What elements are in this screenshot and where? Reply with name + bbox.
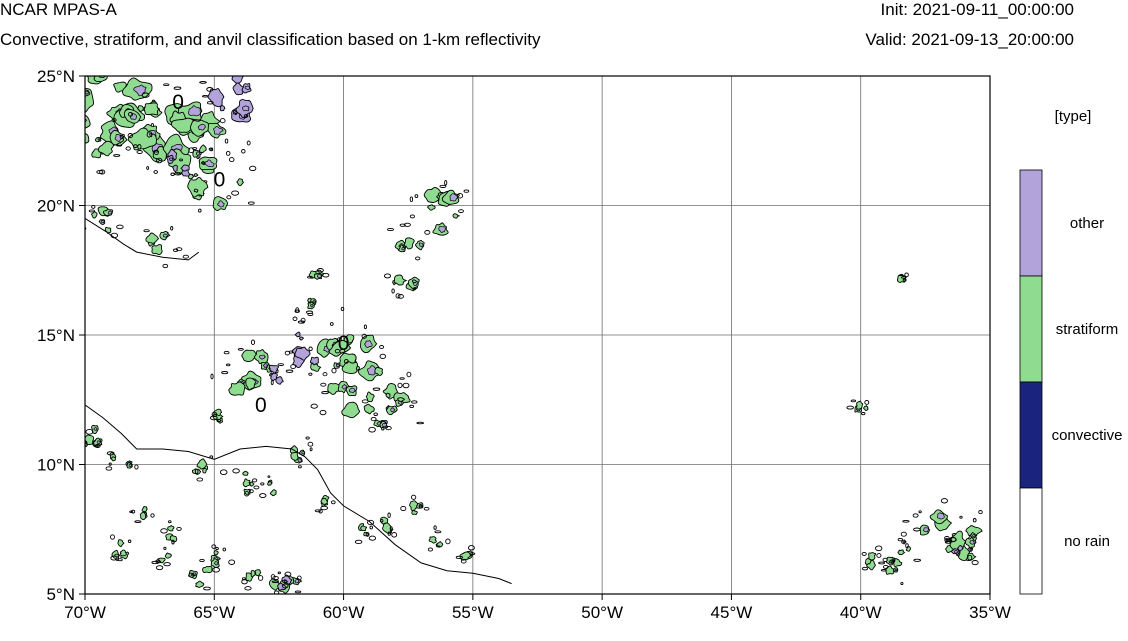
precip-cell-stratiform [85,204,124,239]
precip-cell-stratiform [307,268,330,280]
coastline [85,217,512,585]
colorbar-label: other [1070,215,1104,232]
y-tick-label: 15°N [37,326,75,345]
colorbar-label: convective [1052,427,1123,444]
precip-cell-stratiform [861,551,886,571]
precip-cell-stratiform [209,408,224,424]
y-tick-label: 25°N [37,67,75,86]
precip-cell-stratiform [151,546,172,571]
colorbar: [type] other stratiform convective no rain [1019,108,1123,595]
plot-title: NCAR MPAS-A [0,0,117,19]
x-tick-label: 65°W [193,603,235,622]
colorbar-swatch [1019,169,1043,277]
x-axis: 70°W 65°W 60°W 55°W 50°W 45°W 40°W 35°W [64,594,1011,622]
precip-cell-stratiform [210,544,236,568]
x-tick-label: 35°W [969,603,1011,622]
y-tick-label: 10°N [37,456,75,475]
y-tick-label: 5°N [46,585,75,604]
precip-cell-stratiform [110,534,132,562]
precip-cells [85,76,983,594]
colorbar-swatch [1019,381,1043,489]
x-tick-label: 70°W [64,603,106,622]
precip-cell-stratiform [400,494,430,515]
contour-label: 0 [255,394,267,417]
precip-cell-stratiform [179,138,257,213]
y-axis: 25°N 20°N 15°N 10°N 5°N [37,67,85,604]
x-tick-label: 50°W [581,603,623,622]
x-tick-label: 45°W [711,603,753,622]
y-tick-label: 20°N [37,197,75,216]
precip-cell-stratiform [105,451,139,471]
x-tick-label: 60°W [323,603,365,622]
precip-cell-stratiform [944,510,983,562]
x-tick-label: 55°W [452,603,494,622]
precip-cell-stratiform [310,348,415,419]
valid-time: Valid: 2021-09-13_20:00:00 [865,30,1074,49]
precip-cell-stratiform [379,512,398,538]
precip-cell-stratiform [191,455,228,482]
x-tick-label: 40°W [840,603,882,622]
precip-cell-stratiform [85,118,133,175]
precip-cell-stratiform [880,557,904,586]
precip-cell-stratiform [846,399,870,416]
init-time: Init: 2021-09-11_00:00:00 [880,0,1074,19]
precip-cell-stratiform [294,297,317,316]
precip-cell-stratiform [354,519,377,545]
precip-cell-stratiform [387,214,431,261]
precip-cell-stratiform [160,520,182,545]
precip-cell-stratiform [188,558,220,591]
precip-cell-stratiform [143,226,189,269]
precip-cell-other [288,316,346,376]
precip-cell-stratiform [289,436,314,469]
colorbar-swatch [1019,487,1043,595]
colorbar-label: no rain [1064,533,1110,550]
precip-cell-stratiform [427,525,451,552]
precip-cell-stratiform [900,498,963,554]
precip-cell-stratiform [370,412,392,431]
plot-subtitle: Convective, stratiform, and anvil classi… [0,30,541,49]
precip-cell-other [201,76,254,123]
contour-label: 0 [172,91,184,114]
precip-cell-stratiform [232,468,258,497]
precip-cell-stratiform [253,475,277,499]
precip-cell-stratiform [284,306,385,395]
coastline-segment [85,217,200,261]
precip-cell-other [270,571,293,591]
precip-cell-stratiform [409,180,470,236]
contour-labels: 0 0 0 0 [172,91,349,417]
colorbar-swatch [1019,275,1043,383]
precip-cell-stratiform [241,569,264,591]
precip-cell-stratiform [361,371,425,433]
colorbar-label: stratiform [1056,321,1119,338]
precip-cell-other [948,536,979,566]
contour-label: 0 [338,332,350,355]
precip-cell-other [268,363,296,386]
precip-cell-stratiform [314,494,336,514]
precip-cell-stratiform [129,506,155,523]
precip-cell-stratiform [383,273,420,299]
precip-cell-stratiform [210,339,279,396]
colorbar-title: [type] [1055,108,1092,125]
precip-cell-stratiform [896,272,909,283]
precip-cell-stratiform [85,424,103,448]
precip-cell-stratiform [455,545,476,564]
contour-label: 0 [214,169,226,192]
precip-cell-other [155,147,198,177]
precip-cell-stratiform [875,537,922,566]
coastline-segment [85,404,512,585]
